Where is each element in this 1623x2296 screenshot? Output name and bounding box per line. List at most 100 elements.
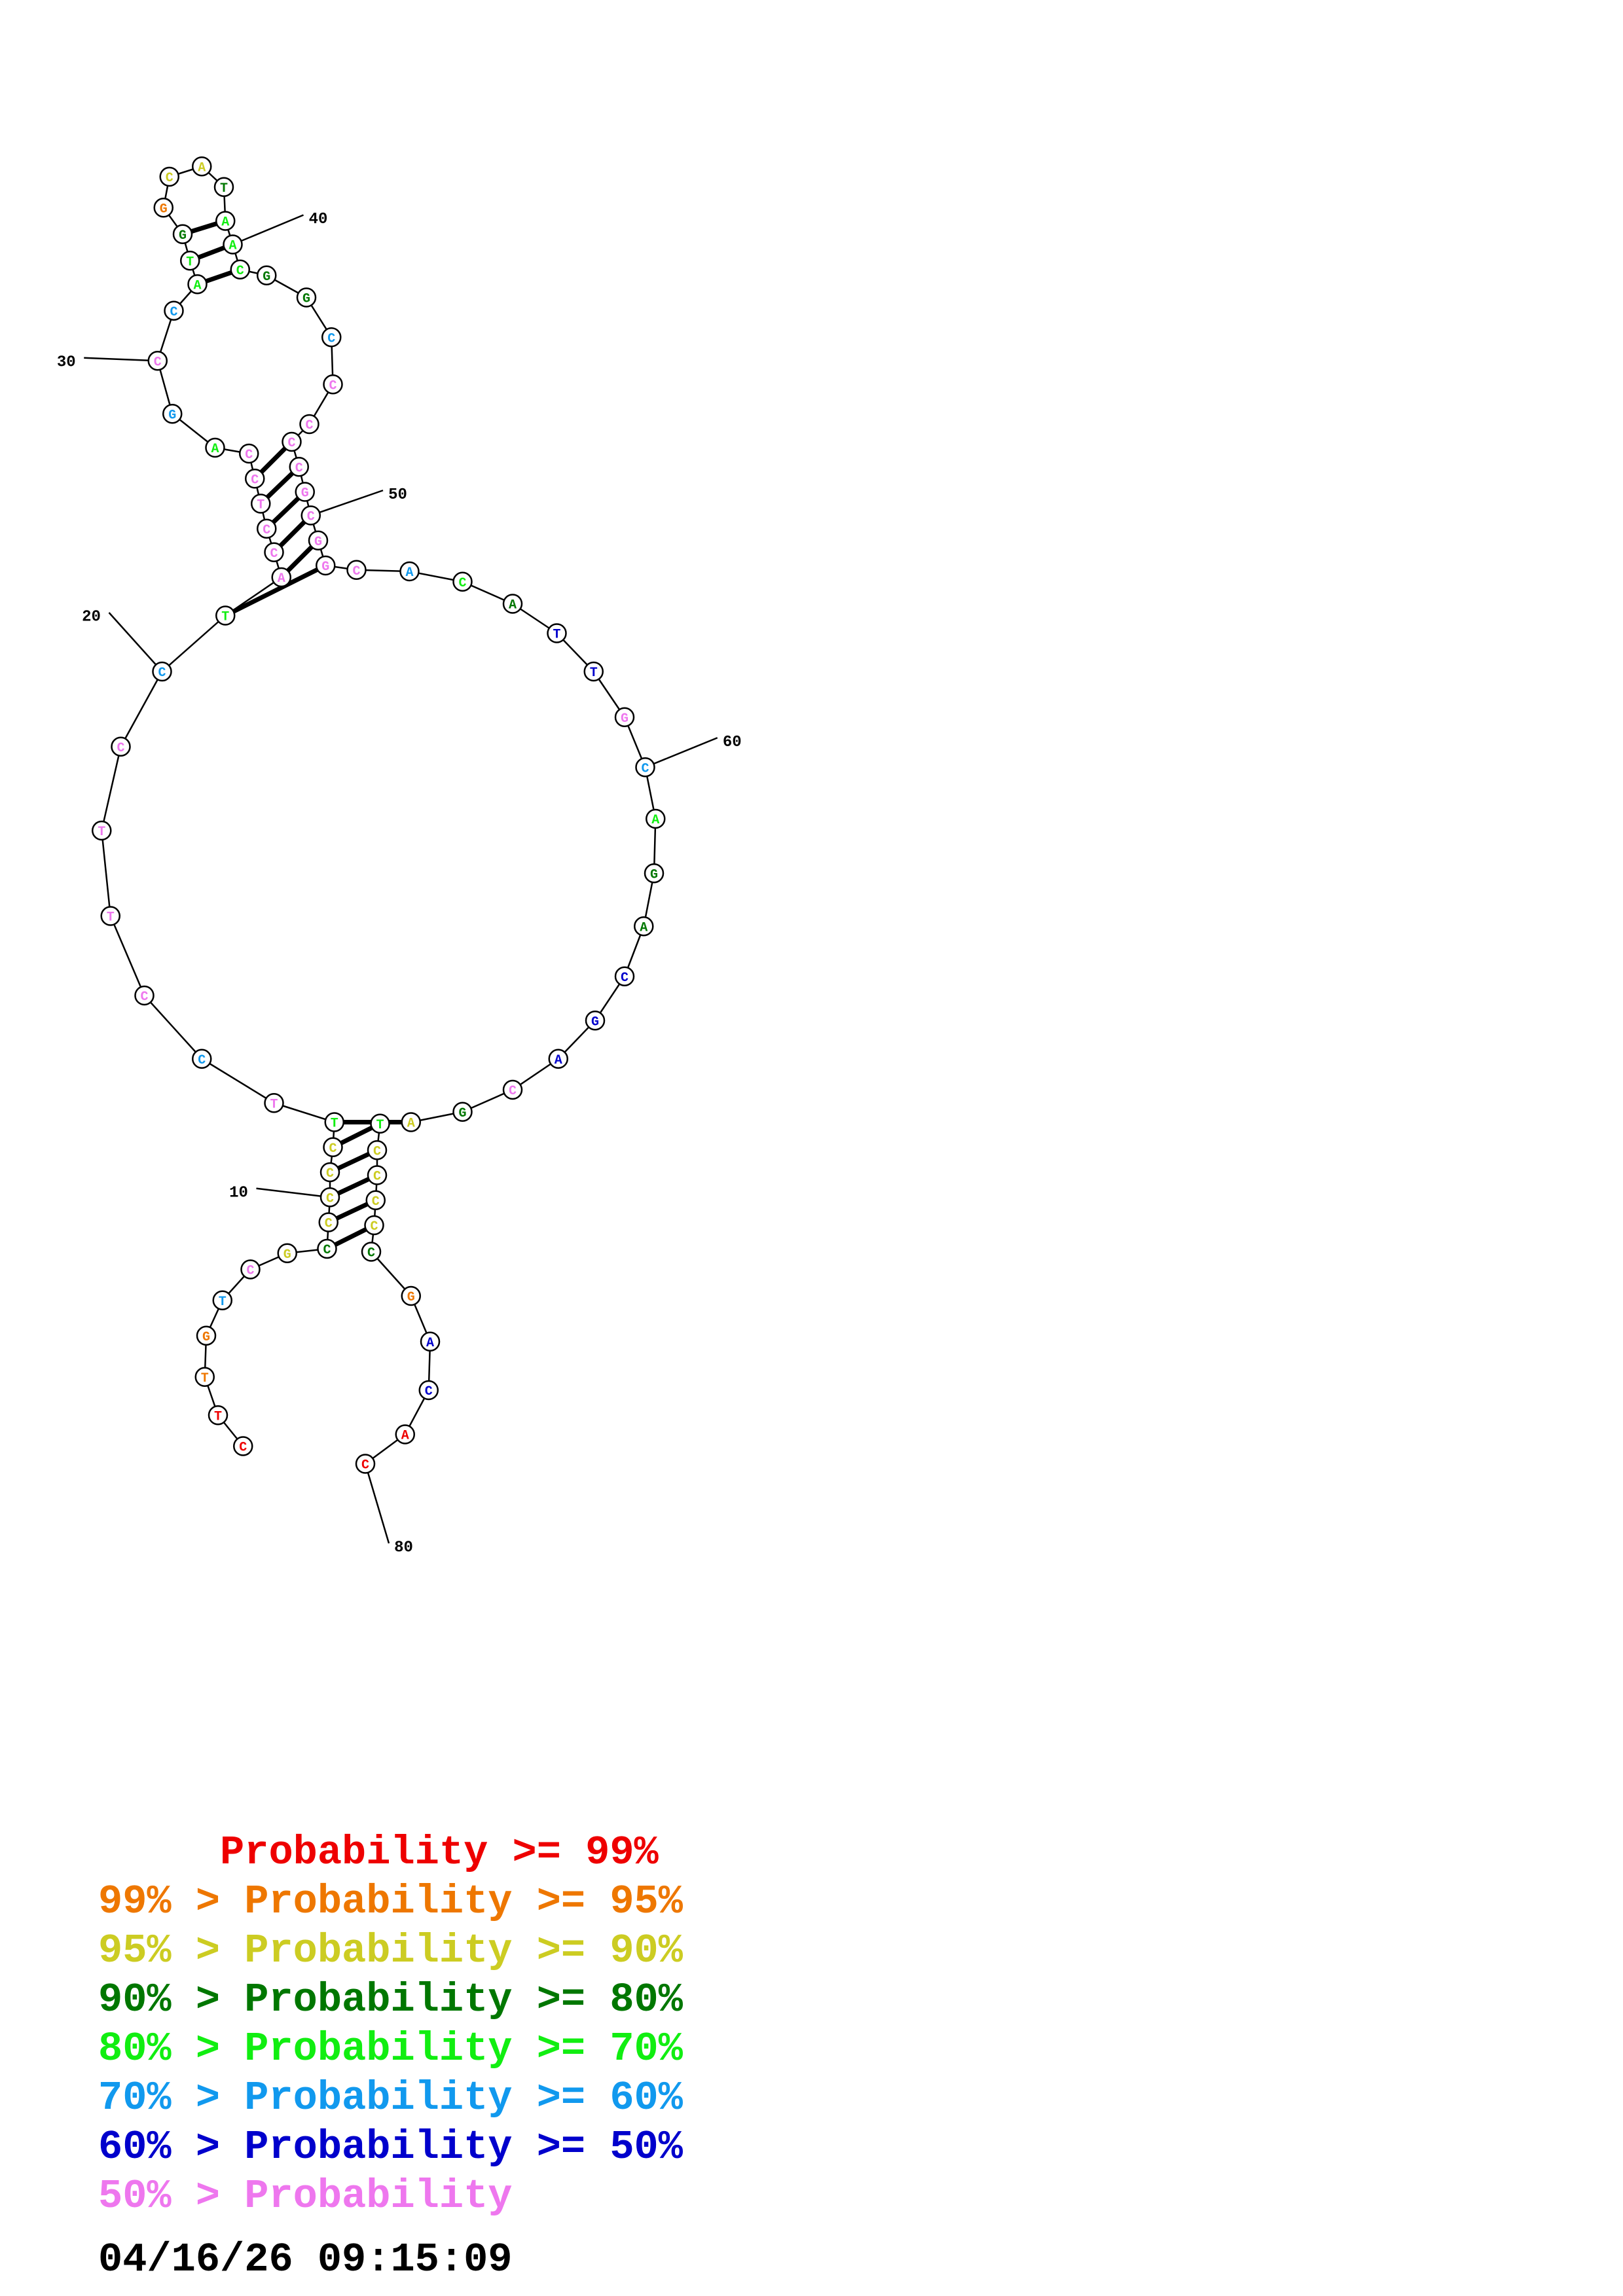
nucleotide-circle: [301, 505, 321, 526]
nucleotide-circle: [635, 757, 655, 778]
position-label: 40: [309, 211, 328, 228]
nucleotide-letter: C: [287, 436, 295, 451]
tick-line: [108, 612, 163, 672]
nucleotide-circle: [215, 605, 236, 626]
nucleotide-letter: C: [370, 1219, 378, 1234]
nucleotide-circle: [296, 287, 317, 308]
nucleotide-circle: [502, 594, 523, 614]
tick-line: [645, 737, 718, 768]
nucleotide-letter: G: [650, 867, 658, 882]
nucleotide-letter: C: [263, 523, 270, 538]
legend-entry-p70: 80% > Probability >= 70%: [98, 2026, 683, 2072]
nucleotide-circle: [317, 1238, 337, 1259]
tick-line: [84, 357, 158, 362]
nucleotide-circle: [172, 224, 193, 244]
nucleotide-circle: [547, 623, 567, 643]
nucleotide-circle: [367, 1165, 388, 1185]
nucleotide-letter: C: [373, 1144, 381, 1159]
nucleotide-letter: T: [270, 1097, 278, 1112]
nucleotide-letter: C: [361, 1458, 369, 1473]
nucleotide-letter: T: [98, 825, 105, 840]
nucleotide-circle: [240, 1259, 261, 1280]
nucleotide-letter: C: [326, 1191, 334, 1206]
nucleotide-circle: [196, 1325, 217, 1346]
tick-line: [310, 490, 384, 516]
nucleotide-letter: A: [198, 160, 206, 175]
nucleotide-letter: T: [590, 666, 598, 681]
nucleotide-circle: [401, 1285, 421, 1306]
nucleotide-letter: C: [158, 666, 166, 681]
nucleotide-circle: [316, 555, 336, 576]
legend-entry-p95: 99% > Probability >= 95%: [98, 1878, 683, 1925]
nucleotide-letter: C: [251, 473, 259, 488]
nucleotide-letter: C: [373, 1170, 381, 1185]
nucleotide-letter: T: [376, 1118, 384, 1133]
backbone-segment: [101, 830, 111, 916]
nucleotide-circle: [264, 1093, 284, 1113]
nucleotide-letter: C: [246, 1264, 254, 1279]
nucleotide-letter: C: [295, 461, 303, 476]
nucleotide-circle: [365, 1190, 386, 1210]
nucleotide-letter: G: [321, 560, 329, 575]
position-label: 30: [57, 353, 76, 371]
backbone-segment: [201, 1058, 275, 1104]
legend-entry-p50: 60% > Probability >= 50%: [98, 2124, 683, 2170]
nucleotide-letter: G: [458, 1106, 466, 1121]
legend-entry-p99: Probability >= 99%: [98, 1829, 659, 1876]
timestamp: 04/16/26 09:15:09: [98, 2236, 513, 2283]
nucleotide-circle: [318, 1212, 338, 1232]
nucleotide-letter: G: [591, 1014, 599, 1030]
backbone-segment: [120, 671, 163, 747]
nucleotide-circle: [299, 414, 319, 435]
nucleotide-circle: [319, 1162, 340, 1183]
nucleotide-circle: [323, 374, 343, 395]
nucleotide-circle: [395, 1424, 415, 1444]
nucleotide-letter: A: [651, 813, 659, 828]
nucleotide-circle: [361, 1242, 382, 1262]
nucleotide-letter: G: [301, 486, 309, 501]
nucleotide-letter: C: [154, 355, 162, 370]
nucleotide-circle: [644, 863, 665, 884]
nucleotide-circle: [271, 567, 291, 588]
legend-entry-p80: 90% > Probability >= 80%: [98, 1977, 683, 2023]
nucleotide-circle: [223, 234, 243, 255]
nucleotide-circle: [100, 906, 120, 926]
nucleotide-circle: [213, 177, 234, 197]
nucleotide-circle: [319, 1187, 340, 1208]
nucleotide-letter: T: [107, 910, 115, 925]
nucleotide-letter: C: [327, 331, 335, 346]
nucleotide-circle: [153, 198, 173, 218]
nucleotide-circle: [277, 1243, 297, 1263]
nucleotide-letter: G: [283, 1247, 291, 1263]
nucleotide-circle: [239, 443, 259, 464]
nucleotide-letter: G: [263, 270, 270, 285]
nucleotide-letter: C: [621, 971, 629, 986]
nucleotide-circle: [233, 1436, 253, 1456]
nucleotide-circle: [420, 1331, 441, 1352]
nucleotide-circle: [147, 351, 168, 371]
backbone-segment: [274, 1102, 335, 1123]
nucleotide-circle: [614, 707, 635, 727]
nucleotide-circle: [308, 530, 329, 550]
nucleotide-letter: T: [220, 181, 228, 196]
nucleotide-letter: A: [555, 1053, 562, 1068]
nucleotide-letter: G: [302, 292, 310, 307]
tick-line: [256, 1187, 331, 1198]
nucleotide-circle: [134, 985, 155, 1006]
nucleotide-letter: A: [509, 598, 517, 613]
base-pair-bonds: [181, 219, 411, 1251]
nucleotide-letter: A: [640, 920, 647, 935]
nucleotide-circle: [585, 1011, 606, 1031]
backbone-segment: [161, 615, 227, 672]
nucleotide-circle: [399, 561, 420, 582]
nucleotide-letter: T: [219, 1295, 227, 1310]
nucleotide-letter: C: [307, 510, 315, 525]
nucleotide-letter: T: [553, 628, 560, 643]
position-ticks: 10 20 30 40 50 60 80: [57, 211, 742, 1557]
tick-line: [232, 214, 304, 245]
nucleotide-circle: [111, 736, 131, 757]
position-label: 20: [82, 609, 101, 626]
nucleotide-circle: [367, 1140, 388, 1160]
nucleotide-letter: A: [401, 1429, 409, 1444]
